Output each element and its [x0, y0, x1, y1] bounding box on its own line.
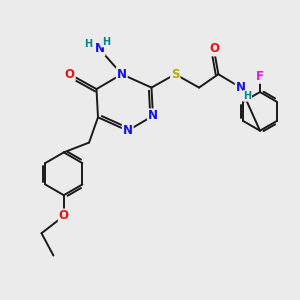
Text: N: N: [94, 42, 104, 56]
Text: N: N: [148, 109, 158, 122]
Text: O: O: [209, 42, 219, 56]
Text: N: N: [117, 68, 127, 81]
Text: F: F: [256, 70, 264, 83]
Text: O: O: [59, 209, 69, 223]
Text: H: H: [243, 91, 251, 101]
Text: H: H: [102, 37, 110, 46]
Text: O: O: [65, 68, 75, 81]
Text: S: S: [171, 68, 179, 81]
Text: H: H: [84, 39, 92, 49]
Text: N: N: [236, 81, 246, 94]
Text: N: N: [123, 124, 133, 137]
